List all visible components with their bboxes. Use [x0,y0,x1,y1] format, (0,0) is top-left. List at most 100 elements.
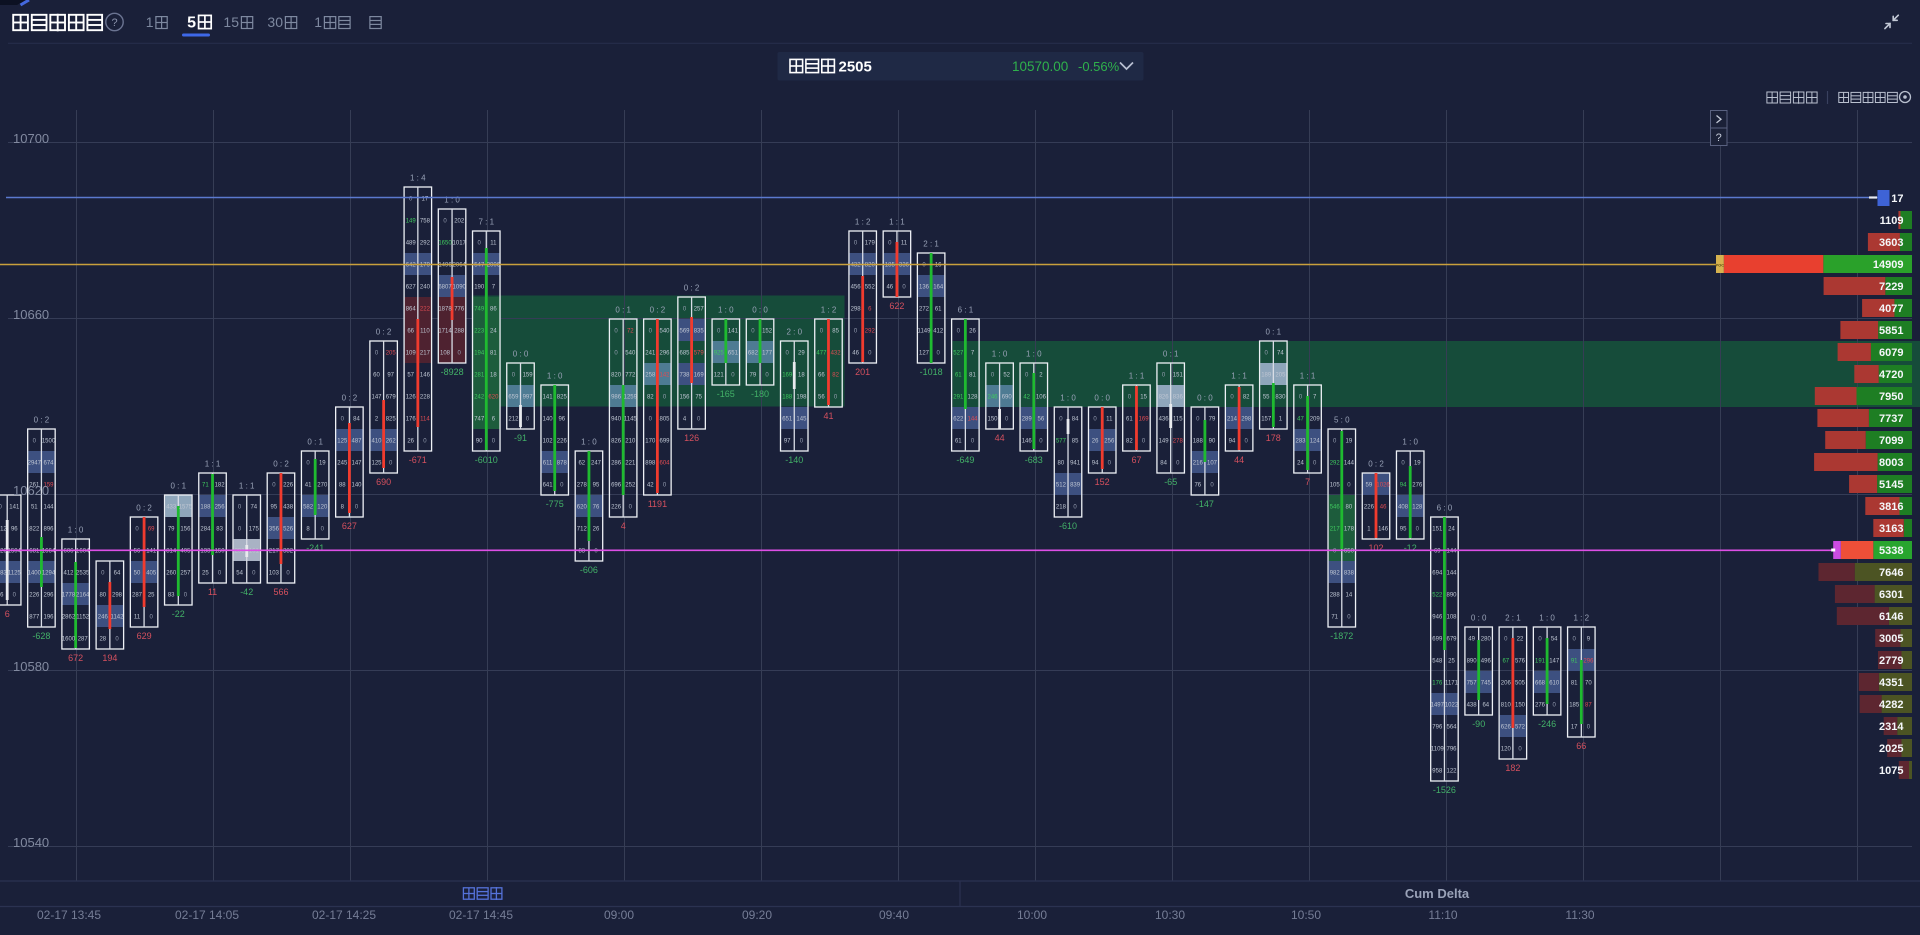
svg-text:0: 0 [697,416,701,422]
svg-text:0: 0 [922,262,926,268]
svg-text:622: 622 [889,301,904,311]
svg-text:81: 81 [969,372,976,378]
svg-text:-1872: -1872 [1330,631,1353,641]
svg-text:0: 0 [765,372,769,378]
svg-text:257: 257 [180,570,191,576]
svg-text:8: 8 [341,504,345,510]
svg-text:170: 170 [645,438,656,444]
svg-text:6301: 6301 [1879,589,1903,601]
svg-text:242: 242 [474,394,485,400]
svg-text:0: 0 [306,460,310,466]
svg-text:67: 67 [1502,658,1509,664]
svg-text:66: 66 [1576,741,1586,751]
svg-text:28: 28 [99,636,106,642]
svg-text:52: 52 [1003,372,1010,378]
svg-text:1878: 1878 [438,306,452,312]
svg-text:286: 286 [611,460,622,466]
svg-text:41: 41 [305,482,312,488]
svg-text:1: 1 [1367,526,1371,532]
svg-text:72: 72 [627,328,634,334]
svg-text:7 : 1: 7 : 1 [479,218,495,227]
svg-text:147: 147 [371,394,382,400]
svg-text:0: 0 [1416,526,1420,532]
svg-text:140: 140 [543,416,554,422]
svg-text:569: 569 [679,328,690,334]
svg-text:2 : 0: 2 : 0 [787,328,803,337]
svg-text:64: 64 [1482,702,1489,708]
svg-text:487: 487 [351,438,362,444]
svg-text:1 : 0: 1 : 0 [1402,438,1418,447]
svg-text:0: 0 [663,482,667,488]
svg-text:2862: 2862 [62,614,76,620]
svg-text:133: 133 [200,548,211,554]
svg-text:738: 738 [679,372,690,378]
svg-text:668: 668 [1535,680,1546,686]
svg-text:526: 526 [283,526,294,532]
svg-text:877: 877 [29,614,40,620]
svg-text:2947: 2947 [28,460,42,466]
svg-text:0: 0 [1504,636,1508,642]
svg-text:1259: 1259 [624,394,638,400]
svg-text:0: 0 [560,482,564,488]
svg-text:0: 0 [443,218,447,224]
svg-text:10570.00: 10570.00 [1012,59,1068,74]
svg-text:1 : 0: 1 : 0 [68,526,84,535]
svg-text:194: 194 [102,653,117,663]
svg-text:120: 120 [1501,746,1512,752]
svg-text:651: 651 [782,416,793,422]
svg-text:-140: -140 [785,455,803,465]
svg-text:659: 659 [508,394,519,400]
svg-text:3816: 3816 [1879,501,1903,513]
svg-text:1090: 1090 [453,284,467,290]
svg-text:124: 124 [1310,438,1321,444]
svg-text:11: 11 [134,614,141,620]
svg-text:810: 810 [1501,702,1512,708]
svg-text:50: 50 [134,570,141,576]
svg-text:POC: POC [1715,263,1724,268]
svg-text:217: 217 [269,548,280,554]
svg-text:46: 46 [852,350,859,356]
svg-text:835: 835 [694,328,705,334]
svg-text:10540: 10540 [13,835,49,850]
svg-text:0: 0 [991,372,995,378]
svg-text:864: 864 [406,306,417,312]
svg-text:292: 292 [420,240,431,246]
svg-text:188: 188 [1193,438,1204,444]
svg-text:157: 157 [1261,416,1272,422]
svg-text:0: 0 [1265,350,1269,356]
svg-text:24: 24 [1448,526,1455,532]
svg-text:690: 690 [376,477,391,487]
svg-text:577: 577 [1056,438,1067,444]
svg-text:579: 579 [694,350,705,356]
svg-text:109: 109 [406,350,417,356]
svg-text:10:50: 10:50 [1291,908,1321,922]
svg-text:96: 96 [11,526,18,532]
svg-text:83: 83 [168,592,175,598]
svg-text:Cum Delta: Cum Delta [1405,886,1470,901]
svg-text:0: 0 [649,416,653,422]
svg-text:25: 25 [202,570,209,576]
svg-text:182: 182 [1505,763,1520,773]
svg-text:218: 218 [1056,504,1067,510]
svg-text:298: 298 [112,592,123,598]
svg-text:0: 0 [820,328,824,334]
svg-text:0: 0 [321,526,325,532]
svg-text:6807: 6807 [438,284,452,290]
svg-text:548: 548 [1432,658,1443,664]
svg-text:102: 102 [1368,543,1383,553]
svg-text:?: ? [111,17,117,29]
svg-text:81: 81 [1571,680,1578,686]
svg-text:82: 82 [832,372,839,378]
svg-text:896: 896 [43,526,54,532]
svg-text:125: 125 [337,438,348,444]
svg-text:126: 126 [406,394,417,400]
svg-text:121: 121 [714,372,725,378]
svg-text:122: 122 [1446,768,1457,774]
svg-text:1022: 1022 [1445,702,1459,708]
svg-text:679: 679 [1446,636,1457,642]
svg-text:9: 9 [1587,636,1591,642]
svg-text:90: 90 [476,438,483,444]
svg-text:14909: 14909 [1873,259,1904,271]
svg-text:958: 958 [1432,768,1443,774]
